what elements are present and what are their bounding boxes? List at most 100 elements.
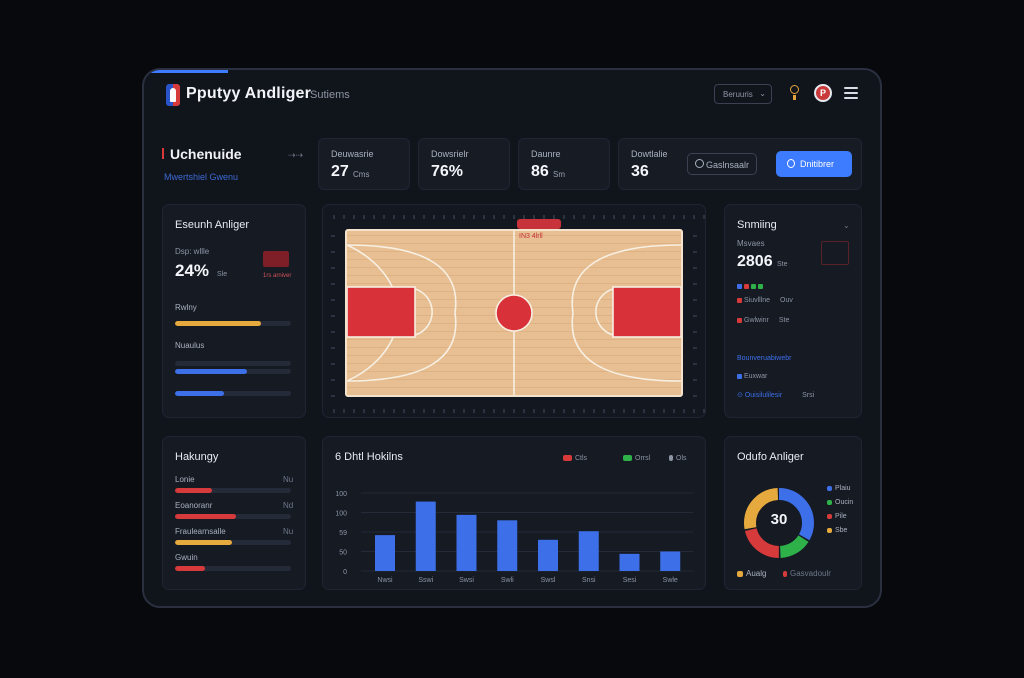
donut-footer-right: Gasvadoulr xyxy=(783,569,831,578)
court-grid-background xyxy=(331,215,705,413)
bar-swle[interactable] xyxy=(660,551,681,572)
history-row-label: Lonie xyxy=(175,475,195,484)
history-progress-fill xyxy=(175,488,213,493)
stat-card[interactable]: Deuwasrie 27 Cms xyxy=(318,138,410,190)
bar-sesi[interactable] xyxy=(619,553,640,571)
search-icon xyxy=(695,159,704,168)
stat-label: Daunre xyxy=(531,149,561,159)
app-header: Pputyy Andliger Sutiems Beruuris ⌄ P xyxy=(144,70,880,124)
x-tick-label: Swle xyxy=(663,577,678,584)
legend-item[interactable]: Orrsl xyxy=(623,455,650,462)
history-progress-bar xyxy=(175,566,291,571)
stat-value: 86 xyxy=(531,163,549,180)
donut-chart xyxy=(744,488,814,558)
lightbulb-icon[interactable] xyxy=(788,83,800,103)
donut-legend-item[interactable]: Sbe xyxy=(827,527,847,534)
panel-title: Odufo Anliger xyxy=(737,451,804,463)
hamburger-menu-icon[interactable] xyxy=(844,87,858,99)
stat-value: 27 xyxy=(331,163,349,180)
bar-nwsi[interactable] xyxy=(375,535,395,571)
metric-value: 2806 xyxy=(737,253,773,270)
x-tick-label: Nwsi xyxy=(377,577,393,584)
x-tick-label: Snsi xyxy=(582,577,596,584)
status-badge xyxy=(263,251,289,267)
history-progress-bar xyxy=(175,514,291,519)
nba-logo-icon[interactable] xyxy=(166,84,180,106)
y-tick-label: 50 xyxy=(339,550,347,557)
stat-card[interactable]: Daunre 86 Sm xyxy=(518,138,610,190)
progress-fill xyxy=(175,321,261,326)
metric-label: Msvaes xyxy=(737,239,765,248)
progress-bar xyxy=(175,391,291,396)
stat-value: 36 xyxy=(631,163,649,180)
metric-label: Dsp: wllle xyxy=(175,247,210,256)
header-nav-link[interactable]: Sutiems xyxy=(310,89,350,101)
avatar-initial: P xyxy=(820,88,827,98)
summary-row[interactable]: Bounveruabiwebr xyxy=(737,355,792,362)
bar-swsi[interactable] xyxy=(456,514,477,571)
bar-label: Rwlny xyxy=(175,303,197,312)
donut-legend-item[interactable]: Pile xyxy=(827,513,847,520)
stat-label: Dowtlalie xyxy=(631,149,668,159)
header-dropdown-label: Beruuris xyxy=(723,90,753,99)
stat-label: Dowsrielr xyxy=(431,149,469,159)
progress-fill xyxy=(175,369,247,374)
primary-action-button[interactable]: Dnitibrer xyxy=(776,151,852,177)
expand-arrows-icon[interactable]: ⇢⇢ xyxy=(288,150,304,160)
metric-unit: Ste xyxy=(777,261,788,268)
history-row-label: Fraulearnsalle xyxy=(175,527,226,536)
bar-snsi[interactable] xyxy=(578,531,599,571)
summary-row: Euxwar xyxy=(737,373,767,380)
donut-footer-left: Aualg xyxy=(737,569,766,578)
x-tick-label: Swsi xyxy=(459,577,474,584)
history-progress-fill xyxy=(175,540,232,545)
panel-menu-icon[interactable]: ⌄ xyxy=(843,221,850,230)
court-panel: IN3 4lrll xyxy=(322,204,706,418)
legend-item[interactable]: Ctls xyxy=(563,455,587,462)
page-title-block: Uchenuide Mwertshiel Gwenu ⇢⇢ xyxy=(162,142,312,188)
metric-value: 24% xyxy=(175,261,210,280)
y-tick-label: 59 xyxy=(339,530,347,537)
dashboard-window: Pputyy Andliger Sutiems Beruuris ⌄ P Uch… xyxy=(142,68,882,608)
progress-bar-underlay xyxy=(175,327,291,332)
donut-center-value: 30 xyxy=(770,511,788,528)
court-marker-badge[interactable] xyxy=(517,219,561,229)
app-title: Pputyy Andliger xyxy=(186,85,312,102)
donut-legend-item[interactable]: Oucin xyxy=(827,499,853,506)
secondary-action-label: Gaslnsaalr xyxy=(706,160,750,170)
header-dropdown[interactable]: Beruuris ⌄ xyxy=(714,84,772,104)
chevron-down-icon: ⌄ xyxy=(759,89,766,98)
history-progress-fill xyxy=(175,566,206,571)
refresh-icon xyxy=(787,159,795,168)
bar-swli[interactable] xyxy=(497,520,518,571)
stat-unit: Sm xyxy=(553,170,565,179)
summary-panel: Snmiing ⌄ Msvaes 2806 Ste Siuvlllne Ouv … xyxy=(724,204,862,418)
stat-card[interactable]: Dowsrielr 76% xyxy=(418,138,510,190)
bar-swsl[interactable] xyxy=(538,539,558,571)
stat-unit: Cms xyxy=(353,170,370,179)
legend-item[interactable]: Ols xyxy=(669,455,687,462)
history-progress-fill xyxy=(175,514,237,519)
player-analysis-panel: Eseunh Anliger Dsp: wllle 24% Sle 1rs ar… xyxy=(162,204,306,418)
donut-slice-sbe[interactable] xyxy=(744,488,814,558)
bar-label: Nuaulus xyxy=(175,341,205,350)
x-tick-label: Swsl xyxy=(541,577,556,584)
mini-chart-box xyxy=(821,241,849,265)
avatar[interactable]: P xyxy=(814,84,832,102)
page-title: Uchenuide xyxy=(170,146,242,162)
metric-unit: Sle xyxy=(217,271,228,278)
history-progress-bar xyxy=(175,540,291,545)
bar-sswi[interactable] xyxy=(415,501,436,571)
link-icon: ⊙ xyxy=(737,392,743,399)
history-row-value: Nu xyxy=(283,475,294,484)
history-panel: Hakungy Lonie Nu Eoanoranr Nd Fraulearnsalle… xyxy=(162,436,306,590)
stat-value: 76% xyxy=(431,163,464,180)
summary-row[interactable]: ⊙ Ouisilulilesir Srsi xyxy=(737,392,815,399)
progress-bar xyxy=(175,369,291,374)
secondary-action-button[interactable]: Gaslnsaalr xyxy=(687,153,757,175)
donut-slice-plaiu[interactable] xyxy=(744,488,814,558)
donut-legend-item[interactable]: Plaiu xyxy=(827,485,851,492)
y-tick-label: 100 xyxy=(335,511,347,518)
basketball-court[interactable] xyxy=(345,229,683,397)
history-row-label: Gwuin xyxy=(175,553,198,562)
